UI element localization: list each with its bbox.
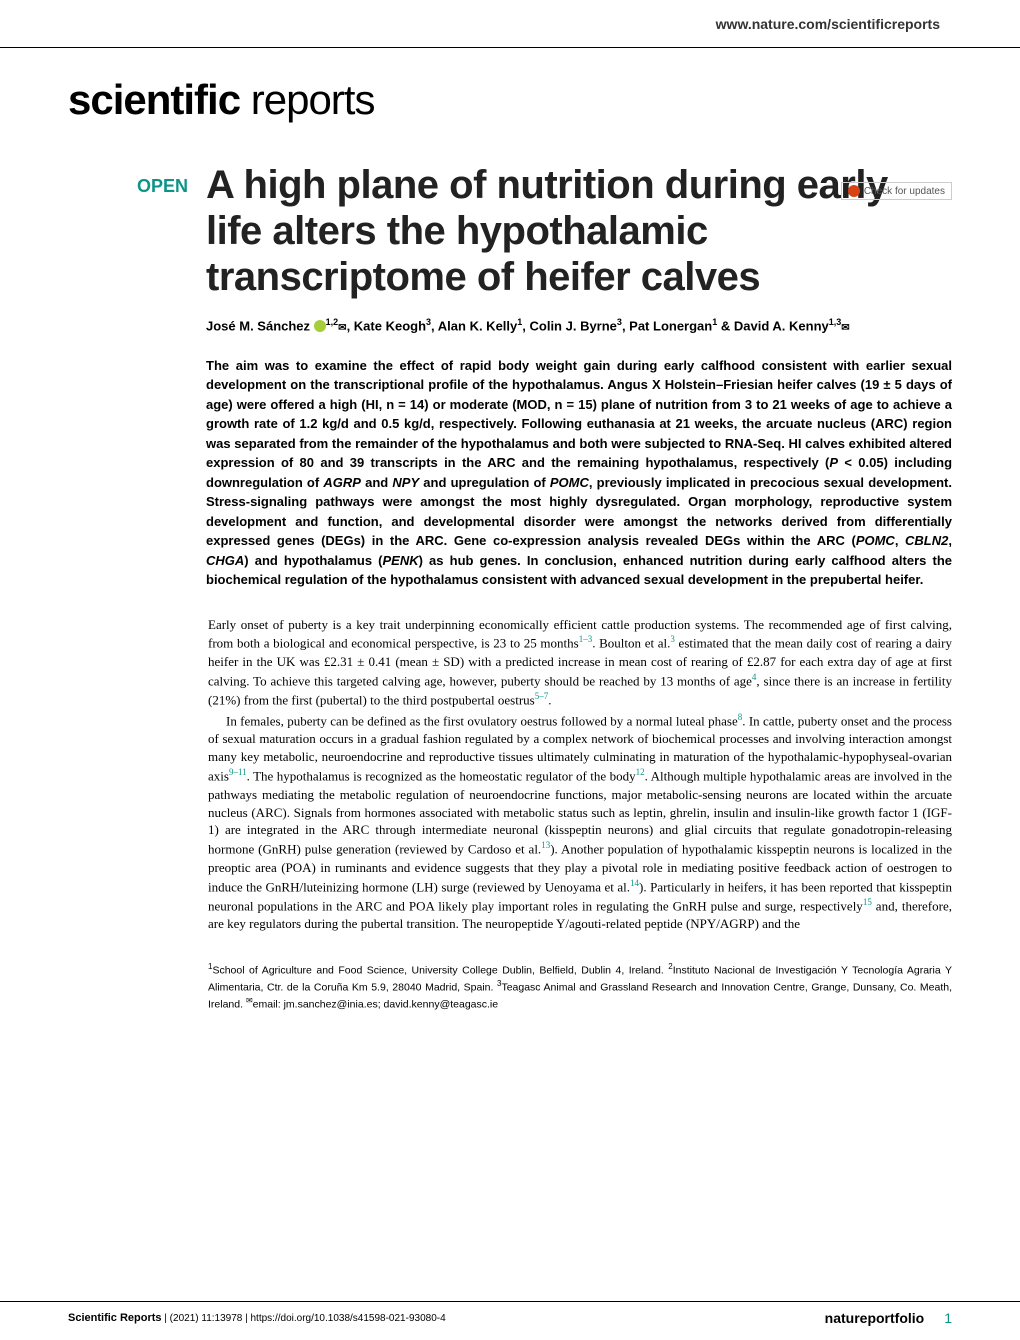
logo-light: reports	[240, 76, 374, 123]
open-access-badge: OPEN	[68, 162, 188, 197]
title-row: OPEN A high plane of nutrition during ea…	[68, 162, 952, 590]
check-updates-icon	[848, 185, 860, 197]
logo-bold: scientific	[68, 76, 240, 123]
footer: Scientific Reports | (2021) 11:13978 | h…	[0, 1301, 1020, 1326]
authors-line: José M. Sánchez 1,2✉, Kate Keogh3, Alan …	[206, 316, 952, 336]
footer-journal: Scientific Reports	[68, 1312, 162, 1324]
journal-logo: scientific reports	[0, 48, 1020, 124]
page-number: 1	[944, 1310, 952, 1326]
check-updates-label: Check for updates	[864, 186, 945, 197]
footer-portfolio: natureportfolio	[825, 1310, 925, 1326]
affiliations: 1School of Agriculture and Food Science,…	[208, 961, 952, 1013]
header-bar: www.nature.com/scientificreports	[0, 0, 1020, 48]
body-paragraph-2: In females, puberty can be defined as th…	[208, 711, 952, 933]
content-area: OPEN A high plane of nutrition during ea…	[0, 162, 1020, 1013]
footer-doi: https://doi.org/10.1038/s41598-021-93080…	[251, 1313, 446, 1324]
check-updates-badge[interactable]: Check for updates	[841, 182, 952, 200]
body-text: Early onset of puberty is a key trait un…	[208, 616, 952, 934]
footer-right: natureportfolio 1	[825, 1310, 952, 1326]
title-block: A high plane of nutrition during early l…	[206, 162, 952, 590]
footer-citation: | (2021) 11:13978 |	[162, 1313, 251, 1324]
footer-left: Scientific Reports | (2021) 11:13978 | h…	[68, 1312, 446, 1324]
abstract: The aim was to examine the effect of rap…	[206, 356, 952, 590]
body-paragraph-1: Early onset of puberty is a key trait un…	[208, 616, 952, 710]
header-url: www.nature.com/scientificreports	[716, 16, 940, 32]
